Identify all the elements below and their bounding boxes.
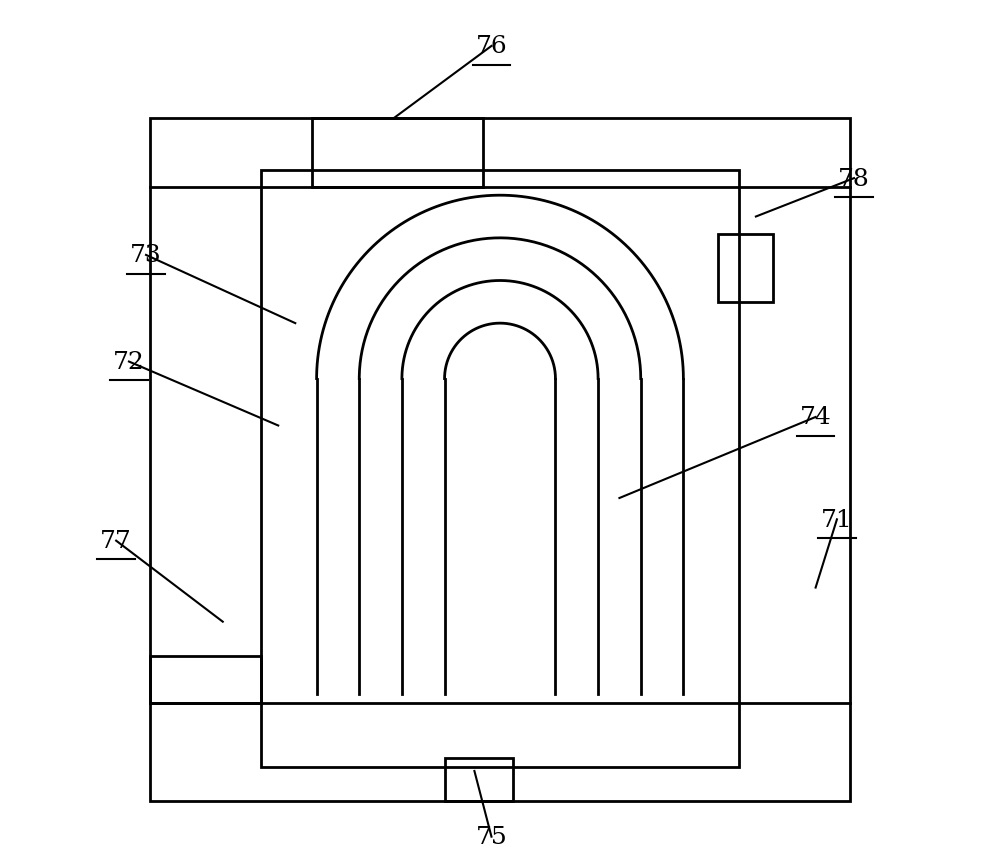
Bar [150,656,261,703]
Bar [445,758,513,801]
Text: 71: 71 [821,509,853,531]
Bar [312,119,483,187]
Bar [718,234,773,302]
Text: 72: 72 [113,351,145,373]
Bar [150,119,850,801]
Text: 78: 78 [838,168,870,190]
Bar [261,170,739,767]
Text: 74: 74 [800,406,831,429]
Text: 75: 75 [476,826,507,848]
Text: 76: 76 [476,36,507,58]
Text: 73: 73 [130,245,162,267]
Text: 77: 77 [100,530,132,552]
